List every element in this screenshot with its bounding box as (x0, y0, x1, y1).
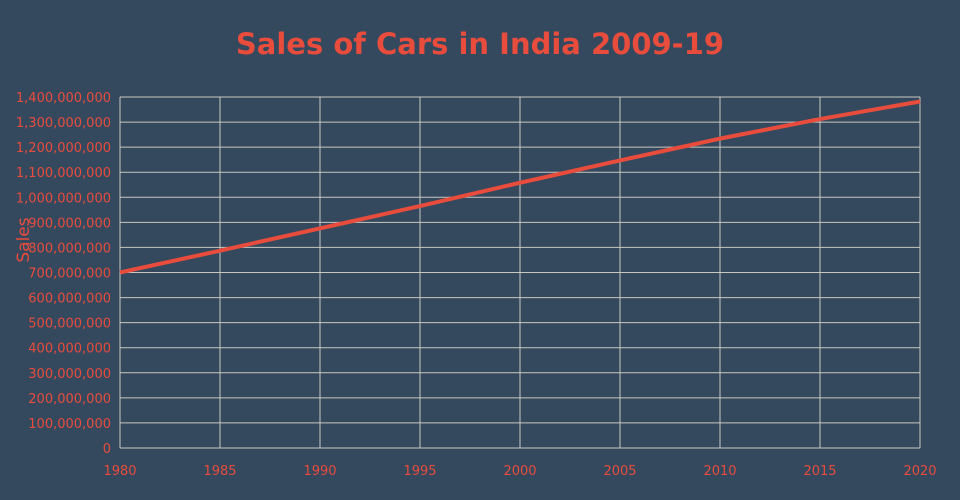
y-tick-label: 500,000,000 (28, 317, 111, 332)
x-tick-label: 1985 (203, 464, 236, 479)
series-line-sales (119, 99, 921, 275)
x-tick-label: 1980 (103, 464, 136, 479)
y-axis-label: Sales (14, 217, 34, 262)
y-tick-label: 400,000,000 (28, 342, 111, 357)
y-tick-label: 1,200,000,000 (16, 141, 111, 156)
y-tick-label: 600,000,000 (28, 292, 111, 307)
x-tick-label: 2000 (503, 464, 536, 479)
y-tick-label: 100,000,000 (28, 417, 111, 432)
y-tick-label: 900,000,000 (28, 216, 111, 231)
y-tick-label: 200,000,000 (28, 392, 111, 407)
x-tick-label: 2015 (803, 464, 836, 479)
y-axis: 0 100,000,000 200,000,000 300,000,000 400,00… (16, 91, 111, 457)
x-tick-label: 2020 (903, 464, 936, 479)
x-tick-label: 1990 (303, 464, 336, 479)
x-tick-label: 2005 (603, 464, 636, 479)
series-group (119, 99, 921, 275)
y-tick-label: 800,000,000 (28, 241, 111, 256)
chart-title: Sales of Cars in India 2009-19 (236, 27, 724, 61)
x-tick-label: 1995 (403, 464, 436, 479)
grid (119, 96, 921, 449)
x-tick-label: 2010 (703, 464, 736, 479)
x-axis: 1980 1985 1990 1995 2000 2005 2010 2015 2020 (103, 464, 936, 479)
y-tick-label: 1,000,000,000 (16, 191, 111, 206)
y-tick-label: 1,400,000,000 (16, 91, 111, 106)
y-tick-label: 0 (103, 442, 111, 457)
y-tick-label: 1,300,000,000 (16, 116, 111, 131)
y-tick-label: 1,100,000,000 (16, 166, 111, 181)
y-tick-label: 700,000,000 (28, 267, 111, 282)
y-tick-label: 300,000,000 (28, 367, 111, 382)
